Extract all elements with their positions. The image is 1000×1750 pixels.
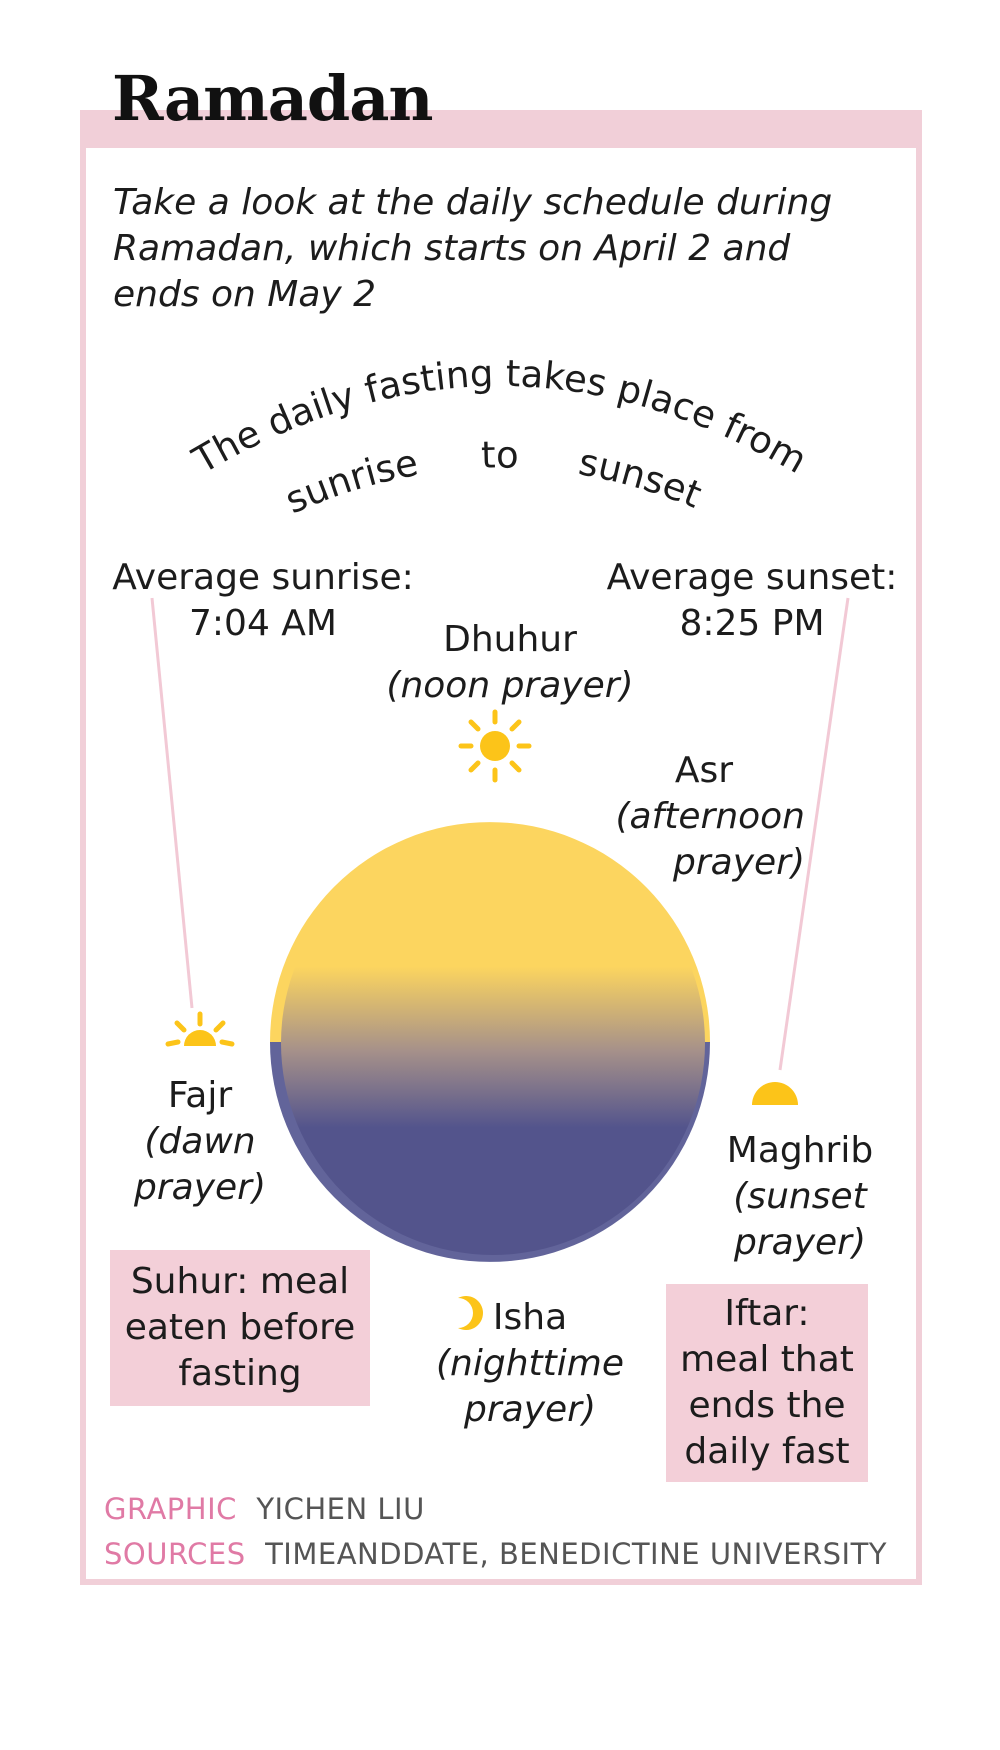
sun-icon xyxy=(458,709,532,783)
sunrise-label: Average sunrise: 7:04 AM xyxy=(112,557,414,644)
sunset-label: Average sunset: 8:25 PM xyxy=(606,557,898,644)
maghrib-label: Maghrib (sunset prayer) xyxy=(726,1130,874,1263)
fasting-arc-to: to xyxy=(481,433,520,476)
day-night-circle xyxy=(270,822,710,1262)
fasting-arc-sunrise: sunrise xyxy=(279,441,422,522)
sunrise-leader-line xyxy=(150,597,194,1009)
title-band xyxy=(80,110,922,148)
sources-credit: SOURCES TIMEANDDATE, BENEDICTINE UNIVERS… xyxy=(104,1537,887,1571)
sunset-leader-line xyxy=(778,597,850,1071)
fajr-label: Fajr (dawn prayer) xyxy=(133,1075,266,1208)
sunset-icon xyxy=(752,1082,798,1105)
dhuhur-label: Dhuhur (noon prayer) xyxy=(386,619,634,706)
page-title: Ramadan xyxy=(112,62,433,135)
fasting-arc-sunset: sunset xyxy=(575,440,707,516)
intro-text: Take a look at the daily schedule during… xyxy=(113,182,833,315)
suhur-box: Suhur: meal eaten before fasting xyxy=(110,1250,370,1406)
sunrise-icon xyxy=(165,1011,235,1047)
crescent-moon-icon xyxy=(458,1296,484,1330)
graphic-credit: GRAPHIC YICHEN LIU xyxy=(104,1492,425,1526)
iftar-box: Iftar: meal that ends the daily fast xyxy=(666,1284,868,1482)
asr-label: Asr (afternoon prayer) xyxy=(615,750,805,883)
isha-label: Isha (nighttime prayer) xyxy=(436,1297,624,1430)
